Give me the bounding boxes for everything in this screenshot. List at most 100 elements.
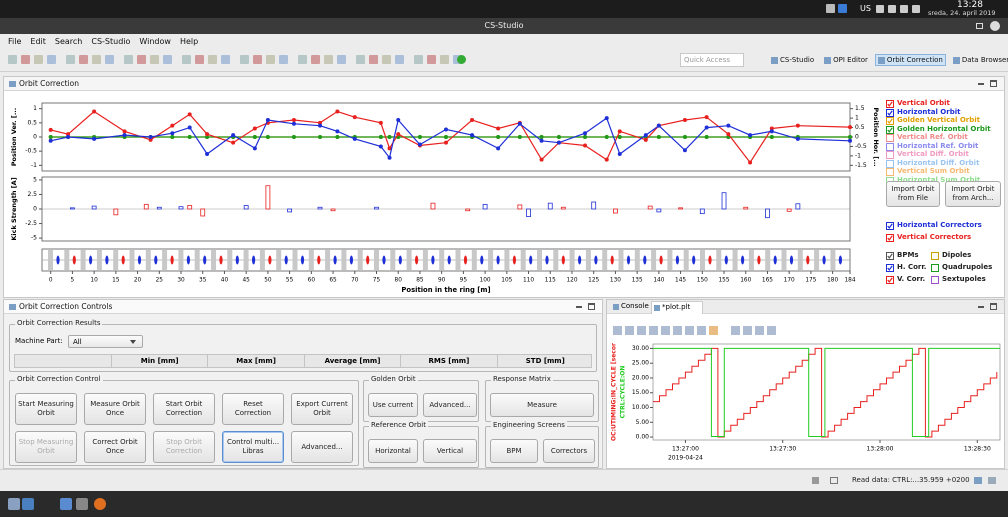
tool-icon[interactable]: [92, 55, 101, 64]
minimize-button[interactable]: [576, 306, 582, 308]
button[interactable]: Stop Orbit Correction: [153, 431, 215, 463]
plot-tool-icon[interactable]: [673, 326, 682, 335]
tool-icon[interactable]: [66, 55, 75, 64]
plot-tool-icon[interactable]: [613, 326, 622, 335]
view-tab[interactable]: Console: [611, 301, 649, 314]
tool-icon[interactable]: [253, 55, 262, 64]
close-button[interactable]: [990, 21, 1000, 31]
checkbox[interactable]: Vertical Sum Orbit: [886, 167, 1008, 177]
tool-icon[interactable]: [279, 55, 288, 64]
tool-icon[interactable]: [105, 55, 114, 64]
plot-tool-icon[interactable]: [697, 326, 706, 335]
button[interactable]: Reset Correction: [222, 393, 284, 425]
tool-icon[interactable]: [356, 55, 365, 64]
button[interactable]: Measure Orbit Once: [84, 393, 146, 425]
tool-icon[interactable]: [124, 55, 133, 64]
plot-tool-icon[interactable]: [743, 326, 752, 335]
tool-icon[interactable]: [266, 55, 275, 64]
perspective-button[interactable]: OPI Editor: [821, 54, 871, 66]
checkbox[interactable]: Horizontal Ref. Orbit: [886, 142, 1008, 152]
checkbox[interactable]: V. Corr.: [886, 275, 1008, 285]
button[interactable]: Import Orbit from Arch...: [945, 181, 1001, 207]
minimize-button[interactable]: [978, 83, 984, 85]
taskbar-icon[interactable]: [8, 498, 20, 510]
plot-tool-icon[interactable]: [767, 326, 776, 335]
checkbox[interactable]: Sextupoles: [931, 275, 1008, 285]
tool-icon[interactable]: [427, 55, 436, 64]
menu-item[interactable]: Window: [139, 36, 171, 46]
tool-icon[interactable]: [21, 55, 30, 64]
minimize-button[interactable]: [978, 306, 984, 308]
tool-icon[interactable]: [395, 55, 404, 64]
plot-tool-icon[interactable]: [625, 326, 634, 335]
quick-access[interactable]: Quick Access: [680, 53, 744, 67]
plot-tool-icon[interactable]: [755, 326, 764, 335]
tool-icon[interactable]: [163, 55, 172, 64]
taskbar-icon[interactable]: [60, 498, 72, 510]
menu-item[interactable]: Edit: [30, 36, 46, 46]
button[interactable]: Measure: [490, 393, 594, 417]
tool-icon[interactable]: [34, 55, 43, 64]
checkbox[interactable]: BPMs: [886, 251, 1008, 261]
checkbox[interactable]: Vertical Correctors: [886, 233, 1008, 243]
machine-part-combo[interactable]: All: [68, 335, 143, 348]
plot-tool-icon[interactable]: [685, 326, 694, 335]
tool-icon[interactable]: [382, 55, 391, 64]
checkbox[interactable]: H. Corr.: [886, 263, 1008, 273]
taskbar-icon[interactable]: [94, 498, 106, 510]
button[interactable]: Start Measuring Orbit: [15, 393, 77, 425]
checkbox[interactable]: Vertical Orbit: [886, 99, 1008, 109]
button[interactable]: Vertical: [423, 439, 477, 463]
tool-icon[interactable]: [182, 55, 191, 64]
button[interactable]: Control multi... Libras: [222, 431, 284, 463]
menu-item[interactable]: CS-Studio: [91, 36, 131, 46]
max-button[interactable]: [976, 23, 983, 29]
perspective-button[interactable]: Orbit Correction: [874, 54, 946, 66]
view-tab[interactable]: *plot.plt: [651, 301, 703, 314]
tool-icon[interactable]: [47, 55, 56, 64]
checkbox[interactable]: Golden Vertical Orbit: [886, 116, 1008, 126]
checkbox[interactable]: Horizontal Orbit: [886, 108, 1008, 118]
tool-icon[interactable]: [150, 55, 159, 64]
button[interactable]: Horizontal: [368, 439, 418, 463]
button[interactable]: Stop Measuring Orbit: [15, 431, 77, 463]
plot-tool-icon[interactable]: [637, 326, 646, 335]
button[interactable]: Start Orbit Correction: [153, 393, 215, 425]
maximize-button[interactable]: [588, 303, 595, 310]
checkbox[interactable]: Horizontal Diff. Orbit: [886, 159, 1008, 169]
tool-icon[interactable]: [414, 55, 423, 64]
button[interactable]: BPM: [490, 439, 538, 463]
button[interactable]: Import Orbit from File: [886, 181, 940, 207]
maximize-button[interactable]: [990, 303, 997, 310]
menu-item[interactable]: Search: [54, 36, 83, 46]
button[interactable]: Export Current Orbit: [291, 393, 353, 425]
plot-tool-icon[interactable]: [649, 326, 658, 335]
tool-icon[interactable]: [324, 55, 333, 64]
button[interactable]: Advanced...: [291, 431, 353, 463]
checkbox[interactable]: Vertical Diff. Orbit: [886, 150, 1008, 160]
tool-icon[interactable]: [337, 55, 346, 64]
perspective-button[interactable]: Data Browser: [950, 54, 1008, 66]
button[interactable]: Use current: [368, 393, 418, 417]
maximize-button[interactable]: [990, 80, 997, 87]
tool-icon[interactable]: [298, 55, 307, 64]
checkbox[interactable]: Golden Horizontal Orbit: [886, 125, 1008, 135]
button[interactable]: Correctors: [543, 439, 595, 463]
tool-icon[interactable]: [240, 55, 249, 64]
menu-item[interactable]: Help: [179, 36, 199, 46]
checkbox[interactable]: Dipoles: [931, 251, 1008, 261]
tool-icon[interactable]: [137, 55, 146, 64]
tool-icon[interactable]: [311, 55, 320, 64]
checkbox[interactable]: Vertical Ref. Orbit: [886, 133, 1008, 143]
perspective-button[interactable]: CS-Studio: [768, 54, 817, 66]
button[interactable]: Correct Orbit Once: [84, 431, 146, 463]
run-icon[interactable]: [457, 55, 466, 64]
tool-icon[interactable]: [79, 55, 88, 64]
tool-icon[interactable]: [221, 55, 230, 64]
plot-tool-icon[interactable]: [661, 326, 670, 335]
plot-tool-icon[interactable]: [731, 326, 740, 335]
tool-icon[interactable]: [195, 55, 204, 64]
tool-icon[interactable]: [208, 55, 217, 64]
menu-item[interactable]: File: [8, 36, 22, 46]
taskbar-icon[interactable]: [76, 498, 88, 510]
